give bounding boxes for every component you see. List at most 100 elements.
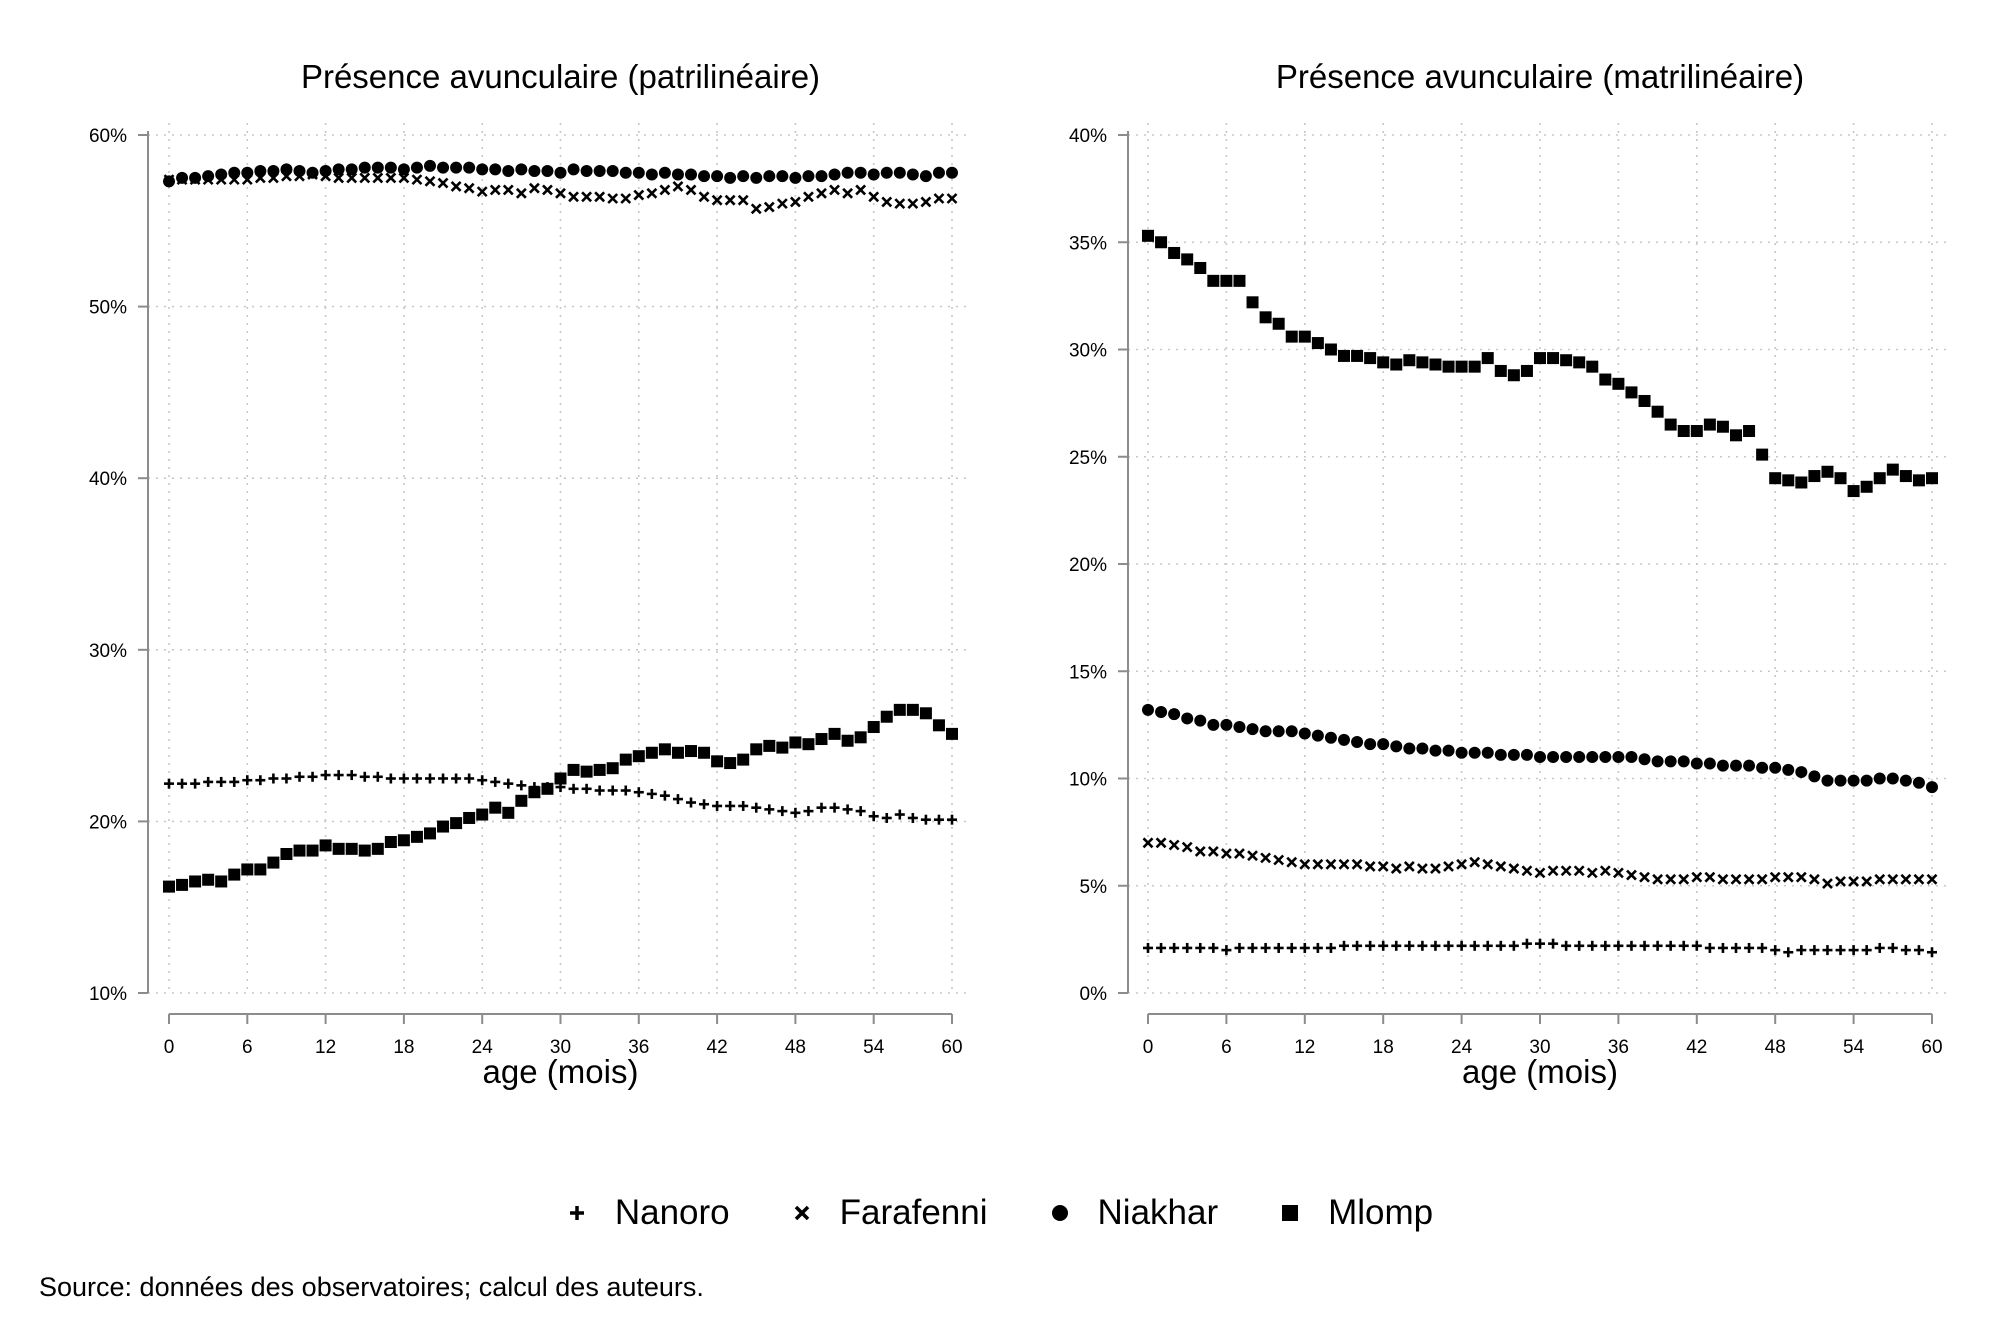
point-farafenni [672, 181, 684, 192]
point-niakhar [1429, 744, 1442, 757]
point-nanoro [1339, 940, 1349, 951]
point-niakhar [1743, 759, 1756, 772]
point-nanoro [438, 773, 449, 784]
x-tick-label: 12 [315, 1037, 336, 1058]
point-niakhar [1481, 746, 1494, 759]
point-farafenni [385, 172, 397, 184]
point-mlomp [1390, 358, 1403, 371]
point-niakhar [280, 163, 293, 176]
point-farafenni [1456, 858, 1468, 870]
x-tick-label: 6 [242, 1037, 253, 1058]
point-mlomp [424, 827, 436, 840]
point-farafenni [1364, 861, 1376, 872]
point-mlomp [1651, 405, 1664, 418]
point-farafenni [1469, 856, 1481, 868]
point-niakhar [1272, 725, 1285, 738]
point-mlomp [1769, 472, 1782, 485]
point-nanoro [177, 778, 188, 789]
point-farafenni [907, 198, 919, 210]
point-nanoro [1835, 945, 1846, 956]
y-tick-label: 0% [1080, 984, 1108, 1005]
point-nanoro [1639, 940, 1650, 951]
point-niakhar [1403, 742, 1416, 755]
point-mlomp [1324, 343, 1337, 356]
point-niakhar [1638, 753, 1651, 766]
point-farafenni [1717, 873, 1729, 885]
point-niakhar [502, 165, 515, 178]
point-nanoro [646, 788, 657, 799]
point-nanoro [581, 783, 592, 794]
point-nanoro [1508, 940, 1519, 951]
point-mlomp [254, 863, 267, 876]
point-farafenni [1822, 878, 1833, 890]
point-farafenni [1612, 867, 1624, 879]
point-farafenni [359, 172, 371, 184]
point-mlomp [515, 794, 528, 807]
point-niakhar [580, 165, 593, 178]
point-farafenni [1900, 873, 1912, 885]
point-nanoro [947, 814, 957, 825]
point-mlomp [1429, 358, 1442, 371]
point-nanoro [1430, 940, 1441, 951]
point-farafenni [1756, 873, 1768, 885]
point-farafenni [894, 198, 906, 210]
point-farafenni [1155, 837, 1167, 849]
point-mlomp [1233, 274, 1246, 287]
square-icon [1282, 1205, 1299, 1221]
point-nanoro [1770, 945, 1781, 956]
point-niakhar [1782, 763, 1795, 776]
point-mlomp [437, 820, 450, 833]
point-niakhar [1259, 725, 1272, 738]
point-mlomp [358, 844, 371, 857]
point-farafenni [1351, 858, 1363, 870]
legend-label: Mlomp [1328, 1193, 1434, 1232]
point-nanoro [1809, 945, 1820, 956]
point-niakhar [1181, 712, 1194, 725]
point-nanoro [1169, 942, 1180, 953]
point-farafenni [1835, 876, 1846, 887]
point-nanoro [216, 776, 227, 787]
point-nanoro [1404, 940, 1415, 951]
point-mlomp [528, 786, 541, 799]
point-niakhar [906, 168, 919, 181]
point-mlomp [345, 842, 358, 855]
point-nanoro [372, 771, 383, 782]
x-tick-label: 48 [1765, 1037, 1786, 1058]
point-mlomp [306, 844, 319, 857]
point-farafenni [1665, 873, 1677, 885]
point-niakhar [711, 170, 724, 183]
point-niakhar [1142, 703, 1154, 716]
point-nanoro [764, 804, 775, 815]
point-mlomp [645, 746, 658, 759]
point-mlomp [1716, 420, 1729, 433]
point-niakhar [358, 161, 371, 174]
point-nanoro [1861, 945, 1872, 956]
point-mlomp [1782, 474, 1795, 487]
point-nanoro [1717, 942, 1728, 953]
point-mlomp [893, 703, 906, 716]
point-nanoro [1221, 945, 1232, 956]
series-mlomp [1142, 229, 1938, 498]
point-farafenni [1430, 863, 1441, 875]
point-farafenni [685, 184, 697, 196]
point-nanoro [1260, 942, 1271, 953]
point-mlomp [1298, 330, 1311, 343]
point-farafenni [1861, 876, 1873, 887]
point-farafenni [816, 187, 827, 199]
point-farafenni [1795, 871, 1807, 883]
point-nanoro [1495, 940, 1506, 951]
point-mlomp [619, 753, 632, 766]
point-niakhar [410, 161, 423, 174]
point-farafenni [868, 191, 880, 203]
point-nanoro [855, 806, 866, 817]
point-nanoro [268, 773, 279, 784]
point-farafenni [489, 184, 501, 196]
point-mlomp [1612, 377, 1625, 390]
point-mlomp [202, 873, 215, 886]
point-farafenni [1168, 839, 1180, 851]
point-farafenni [542, 184, 553, 196]
point-mlomp [1285, 330, 1298, 343]
point-niakhar [606, 165, 619, 178]
point-nanoro [1678, 940, 1689, 951]
point-mlomp [1155, 236, 1168, 249]
